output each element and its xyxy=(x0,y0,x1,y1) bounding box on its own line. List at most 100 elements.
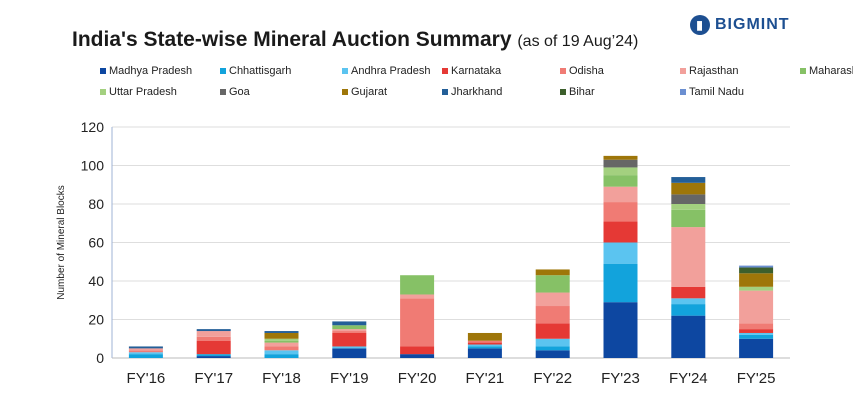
bar-segment-jharkhand xyxy=(671,177,706,183)
bar-segment-madhya-pradesh xyxy=(467,348,502,358)
bar-segment-rajasthan xyxy=(603,186,638,203)
bar-segment-uttar-pradesh xyxy=(739,286,774,291)
bar-segment-rajasthan xyxy=(332,329,367,332)
x-tick-label: FY'21 xyxy=(466,370,505,387)
bar-segment-uttar-pradesh xyxy=(671,204,706,210)
legend-item: Gujarat xyxy=(342,86,442,98)
bar-segment-rajasthan xyxy=(671,227,706,287)
bar-segment-odisha xyxy=(535,306,570,324)
legend-label: Andhra Pradesh xyxy=(351,65,431,77)
bar-segment-maharashtra xyxy=(603,175,638,187)
bar-segment-odisha xyxy=(467,340,502,343)
legend-label: Uttar Pradesh xyxy=(109,86,177,98)
bar-segment-andhra-pradesh xyxy=(603,242,638,264)
legend-item: Andhra Pradesh xyxy=(342,65,442,77)
y-tick-label: 40 xyxy=(88,273,104,289)
bar-segment-uttar-pradesh xyxy=(603,167,638,176)
legend-item: Tamil Nadu xyxy=(680,86,800,98)
title-text: India's State-wise Mineral Auction Summa… xyxy=(72,28,512,51)
legend-label: Madhya Pradesh xyxy=(109,65,193,77)
bar-segment-karnataka xyxy=(535,323,570,339)
x-tick-label: FY'24 xyxy=(669,370,708,387)
bigmint-logo: ▮ BIGMINT xyxy=(690,15,790,35)
legend-swatch xyxy=(100,89,106,95)
bar-segment-jharkhand xyxy=(332,321,367,326)
legend-swatch xyxy=(442,68,448,74)
legend-swatch xyxy=(220,89,226,95)
bar-segment-gujarat xyxy=(467,332,502,341)
bar-segment-gujarat xyxy=(603,155,638,160)
legend-swatch xyxy=(442,89,448,95)
x-tick-label: FY'19 xyxy=(330,370,369,387)
bar-segment-odisha xyxy=(264,346,299,351)
bar-segment-andhra-pradesh xyxy=(128,352,163,355)
legend-swatch xyxy=(560,68,566,74)
bar-segment-gujarat xyxy=(671,182,706,195)
bar-segment-uttar-pradesh xyxy=(264,338,299,341)
bar-segment-madhya-pradesh xyxy=(196,356,231,358)
bar-segment-madhya-pradesh xyxy=(739,338,774,358)
bar-segment-chhattisgarh xyxy=(128,354,163,358)
legend-item: Rajasthan xyxy=(680,65,800,77)
x-tick-label: FY'25 xyxy=(737,370,776,387)
legend-label: Jharkhand xyxy=(451,86,503,98)
bar-segment-maharashtra xyxy=(671,209,706,228)
bar-segment-madhya-pradesh xyxy=(671,315,706,358)
legend-swatch xyxy=(342,68,348,74)
y-tick-label: 60 xyxy=(88,235,104,251)
bar-segment-odisha xyxy=(128,350,163,353)
legend-label: Goa xyxy=(229,86,250,98)
bar-segment-karnataka xyxy=(196,340,231,355)
legend-swatch xyxy=(100,68,106,74)
bar-segment-madhya-pradesh xyxy=(535,350,570,358)
bar-segment-odisha xyxy=(400,298,435,347)
legend-item: Maharashtra xyxy=(800,65,853,77)
legend-swatch xyxy=(560,89,566,95)
legend-swatch xyxy=(342,89,348,95)
x-tick-label: FY'18 xyxy=(262,370,301,387)
bar-segment-chhattisgarh xyxy=(535,346,570,351)
legend-item: Chhattisgarh xyxy=(220,65,342,77)
legend-item: Goa xyxy=(220,86,342,98)
bar-segment-madhya-pradesh xyxy=(400,354,435,358)
legend-label: Chhattisgarh xyxy=(229,65,292,77)
x-tick-label: FY'16 xyxy=(127,370,166,387)
bar-segment-jharkhand xyxy=(128,346,163,349)
bar-segment-andhra-pradesh xyxy=(467,344,502,347)
legend-item: Karnataka xyxy=(442,65,560,77)
x-tick-label: FY'20 xyxy=(398,370,437,387)
y-tick-label: 20 xyxy=(88,312,104,328)
bar-segment-karnataka xyxy=(671,286,706,299)
y-tick-label: 100 xyxy=(81,158,105,174)
legend-label: Rajasthan xyxy=(689,65,739,77)
x-tick-label: FY'17 xyxy=(194,370,233,387)
bar-segment-karnataka xyxy=(332,332,367,347)
bar-segment-odisha xyxy=(739,323,774,330)
subtitle-text: (as of 19 Aug’24) xyxy=(517,33,639,50)
bar-segment-chhattisgarh xyxy=(467,346,502,349)
legend-label: Karnataka xyxy=(451,65,502,77)
y-tick-label: 120 xyxy=(81,119,105,135)
bar-segment-karnataka xyxy=(467,342,502,345)
bar-segment-chhattisgarh xyxy=(196,354,231,357)
bar-segment-madhya-pradesh xyxy=(332,348,367,358)
bar-segment-andhra-pradesh xyxy=(671,298,706,305)
legend: Madhya Pradesh Chhattisgarh Andhra Pradesh… xyxy=(100,65,853,98)
bar-segment-jharkhand xyxy=(264,331,299,333)
bar-segment-andhra-pradesh xyxy=(739,332,774,335)
legend-item: Madhya Pradesh xyxy=(100,65,220,77)
legend-item: Uttar Pradesh xyxy=(100,86,220,98)
bar-segment-karnataka xyxy=(739,329,774,333)
logo-mark-icon: ▮ xyxy=(690,15,710,35)
bar-segment-bihar xyxy=(739,267,774,274)
bar-segment-rajasthan xyxy=(264,342,299,347)
legend-swatch xyxy=(680,68,686,74)
legend-item: Bihar xyxy=(560,86,680,98)
legend-swatch xyxy=(680,89,686,95)
legend-item: Jharkhand xyxy=(442,86,560,98)
bar-segment-andhra-pradesh xyxy=(535,338,570,347)
y-axis-label: Number of Mineral Blocks xyxy=(56,185,67,299)
legend-label: Maharashtra xyxy=(809,65,853,77)
